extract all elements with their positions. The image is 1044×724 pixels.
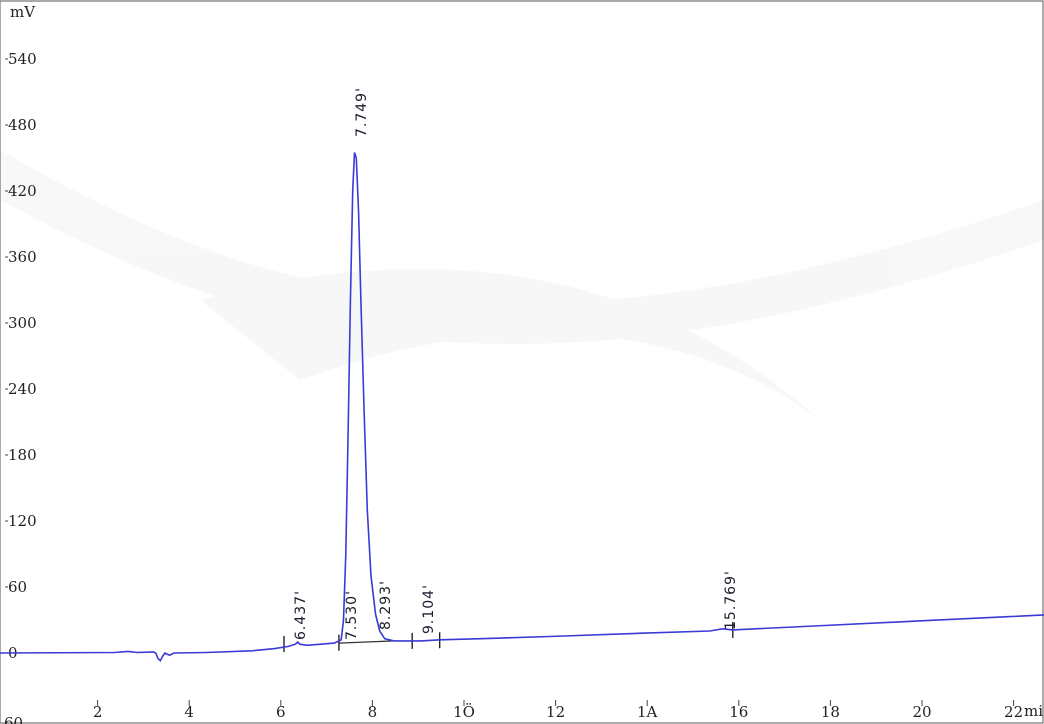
x-axis-unit-label: mi [1024, 702, 1043, 720]
x-tick-label: 18 [821, 703, 840, 721]
y-axis-unit-label: mV [10, 3, 36, 21]
y-tick-label: 60 [8, 578, 27, 596]
x-tick-label: 12 [546, 703, 565, 721]
x-tick-label: 6 [276, 703, 286, 721]
peak-label: 15.769' [723, 570, 739, 630]
x-tick-label: 4 [184, 703, 194, 721]
peak-layer: 6.437' 7.530' 7.749' 8.293' 9.104' 15.769' [293, 87, 739, 640]
x-tick-label: 22 [1004, 703, 1023, 721]
chromatogram-trace [0, 152, 1044, 663]
x-tick-label: 1Ö [453, 703, 475, 721]
x-tick-label: 2 [93, 703, 103, 721]
y-tick-label: 300 [8, 314, 37, 332]
peak-label: 8.293' [378, 580, 394, 630]
integration-baseline [338, 640, 394, 644]
x-axis: 2 4 6 8 1Ö 12 1A 16 18 20 22 [93, 700, 1023, 721]
y-tick-label: 180 [8, 446, 37, 464]
y-tick-label: 420 [8, 182, 37, 200]
y-tick-label-partial: 60 [4, 714, 23, 724]
peak-label: 9.104' [421, 584, 437, 634]
x-tick-label: 1A [637, 703, 658, 721]
peak-label: 7.530' [344, 590, 360, 640]
y-tick-label: 360 [8, 248, 37, 266]
y-tick-label: 480 [8, 116, 37, 134]
x-tick-label: 8 [368, 703, 378, 721]
peak-label: 7.749' [354, 87, 370, 137]
y-tick-label: 240 [8, 380, 37, 398]
x-tick-label: 16 [729, 703, 748, 721]
series-layer [0, 152, 1044, 663]
x-tick-label: 20 [912, 703, 931, 721]
peak-label: 6.437' [293, 590, 309, 640]
y-tick-label: 120 [8, 512, 37, 530]
y-tick-label: 540 [8, 50, 37, 68]
watermark [0, 150, 1044, 420]
